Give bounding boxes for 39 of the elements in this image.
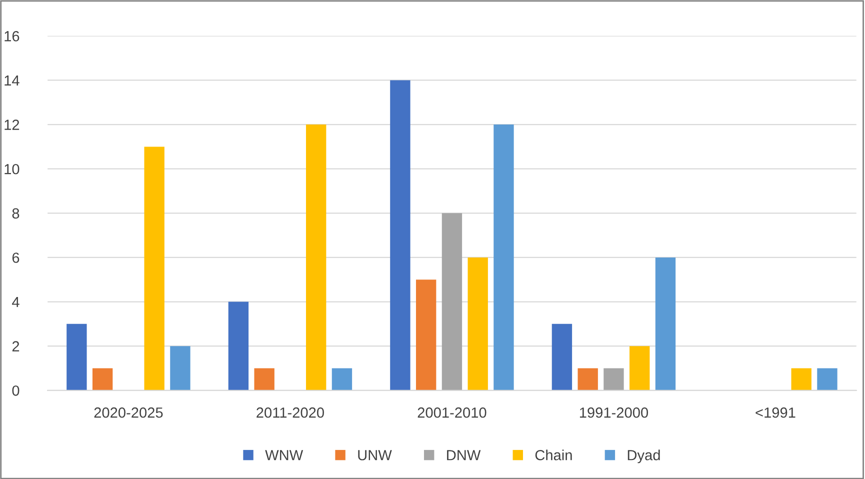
bar — [630, 346, 650, 390]
y-tick-label: 14 — [4, 75, 20, 86]
x-tick-label: 2011-2020 — [256, 407, 324, 418]
y-tick-label: 12 — [4, 120, 20, 130]
bar — [578, 368, 598, 390]
bar — [306, 124, 326, 390]
x-tick-label: <1991 — [756, 407, 796, 418]
y-tick-label: 6 — [12, 252, 20, 263]
legend-label: Chain — [535, 450, 572, 460]
bar — [416, 280, 436, 390]
bar — [494, 124, 514, 390]
bar — [66, 324, 87, 390]
bar — [332, 368, 352, 390]
bar — [390, 80, 410, 390]
bar — [468, 257, 488, 390]
legend-label: DNW — [447, 450, 481, 460]
y-tick-label: 10 — [4, 164, 20, 174]
bar — [442, 213, 462, 390]
bar — [144, 146, 164, 390]
y-tick-label: 0 — [12, 385, 20, 396]
legend-label: WNW — [265, 450, 304, 460]
legend-label: UNW — [358, 450, 392, 460]
bar — [228, 302, 249, 390]
x-tick-label: 2020-2025 — [94, 407, 163, 418]
y-tick-label: 2 — [12, 341, 20, 352]
bar — [791, 368, 812, 390]
bar — [170, 346, 190, 390]
y-tick-label: 4 — [12, 297, 20, 308]
bar — [92, 368, 113, 390]
bar — [604, 368, 624, 390]
bar — [655, 257, 676, 390]
y-tick-label: 8 — [12, 208, 20, 219]
x-tick-label: 1991-2000 — [580, 407, 648, 418]
y-tick-label: 16 — [4, 31, 20, 42]
bar — [817, 368, 838, 390]
x-tick-label: 2001-2010 — [418, 407, 486, 418]
bar — [552, 324, 572, 390]
bar — [254, 368, 274, 390]
legend-label: Dyad — [628, 450, 660, 464]
